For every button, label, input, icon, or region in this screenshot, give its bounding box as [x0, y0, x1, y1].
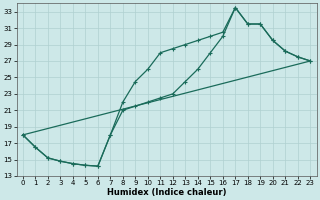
X-axis label: Humidex (Indice chaleur): Humidex (Indice chaleur) — [107, 188, 226, 197]
